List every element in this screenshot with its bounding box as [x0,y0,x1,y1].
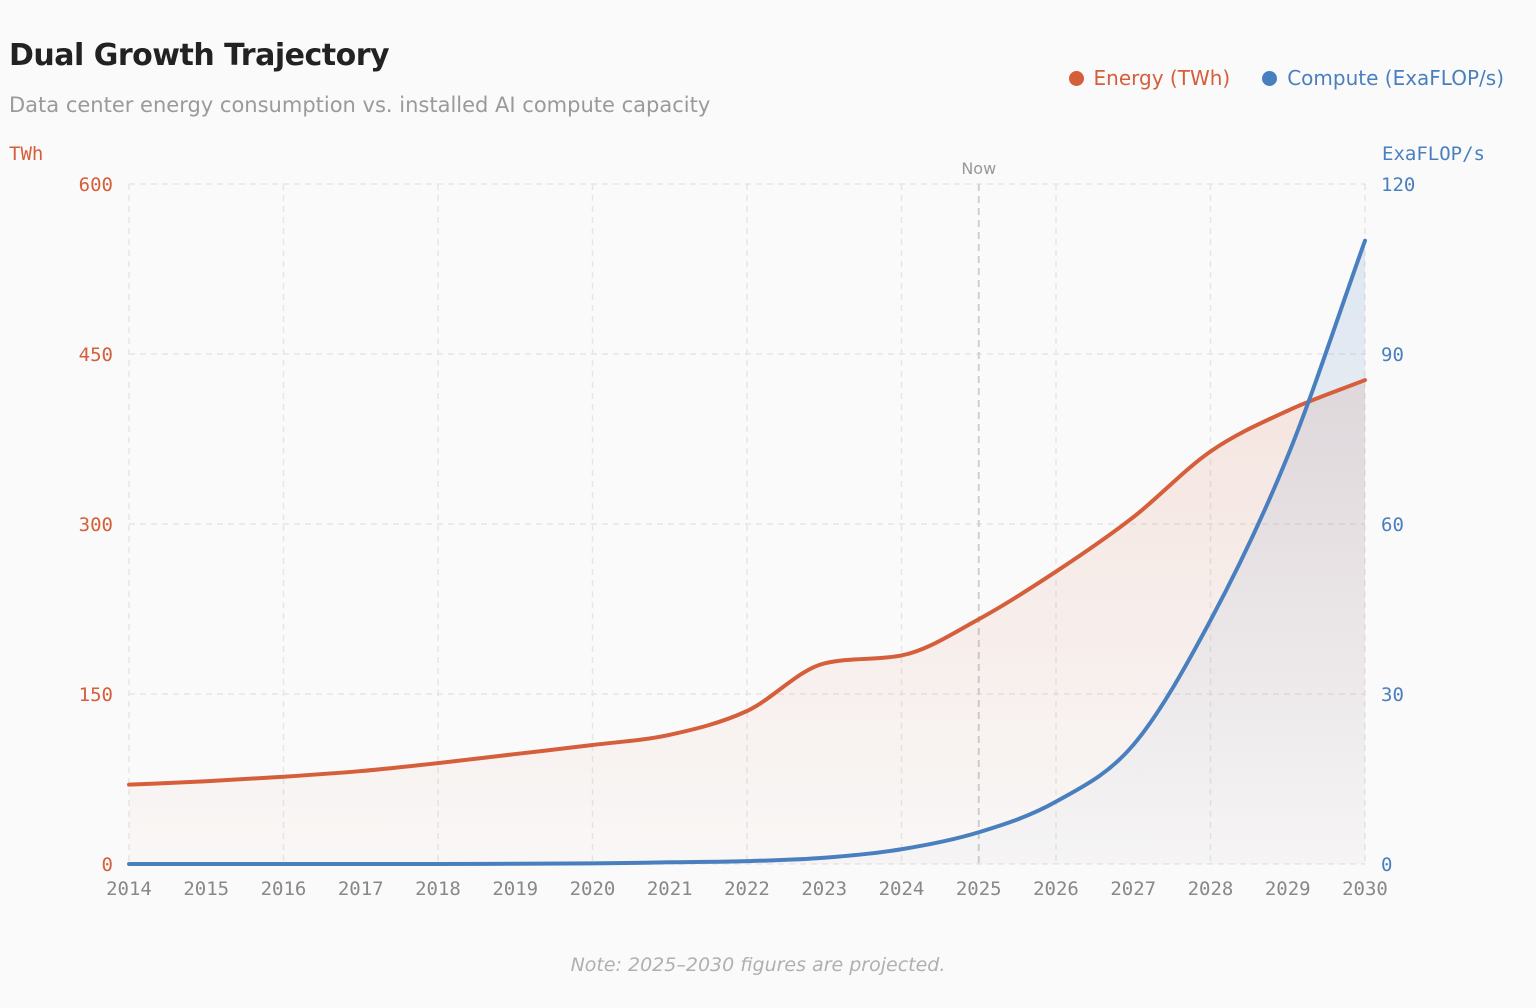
legend-label-compute: Compute (ExaFLOP/s) [1287,66,1504,90]
x-tick-label: 2015 [183,878,229,900]
y-left-tick-label: 300 [79,514,113,536]
y-right-tick-label: 0 [1381,854,1392,876]
x-tick-label: 2026 [1033,878,1079,900]
y-right-tick-label: 60 [1381,514,1404,536]
x-tick-label: 2030 [1342,878,1388,900]
area-compute [129,240,1365,864]
x-tick-label: 2023 [801,878,847,900]
y-right-axis-label: ExaFLOP/s [1382,143,1485,165]
y-left-tick-label: 600 [79,174,113,196]
x-tick-label: 2016 [261,878,307,900]
y-left-tick-label: 450 [79,344,113,366]
x-tick-label: 2020 [570,878,616,900]
y-right-tick-label: 120 [1381,174,1415,196]
x-tick-label: 2017 [338,878,384,900]
chart-title: Dual Growth Trajectory [9,38,390,73]
x-tick-label: 2029 [1265,878,1311,900]
x-tick-label: 2018 [415,878,461,900]
x-tick-label: 2025 [956,878,1002,900]
x-tick-label: 2027 [1110,878,1156,900]
x-tick-label: 2028 [1188,878,1234,900]
y-left-axis-label: TWh [9,143,43,165]
legend-swatch-compute [1262,70,1278,86]
footnote: Note: 2025–2030 figures are projected. [570,954,946,976]
x-tick-label: 2024 [879,878,925,900]
area-energy [129,380,1365,864]
now-marker-label: Now [961,159,996,178]
y-left-tick-label: 0 [102,854,113,876]
legend: Energy (TWh) Compute (ExaFLOP/s) [1068,66,1504,90]
y-left-tick-label: 150 [79,684,113,706]
chart-subtitle: Data center energy consumption vs. insta… [9,93,711,117]
legend-item-compute: Compute (ExaFLOP/s) [1262,66,1504,90]
line-energy [127,378,1367,787]
x-tick-label: 2014 [106,878,152,900]
legend-item-energy: Energy (TWh) [1068,66,1231,90]
x-tick-label: 2019 [492,878,538,900]
legend-label-energy: Energy (TWh) [1093,66,1231,90]
y-right-tick-label: 30 [1381,684,1404,706]
x-tick-label: 2022 [724,878,770,900]
legend-swatch-energy [1068,70,1084,86]
line-compute [127,238,1367,867]
y-right-tick-label: 90 [1381,344,1404,366]
x-tick-label: 2021 [647,878,693,900]
